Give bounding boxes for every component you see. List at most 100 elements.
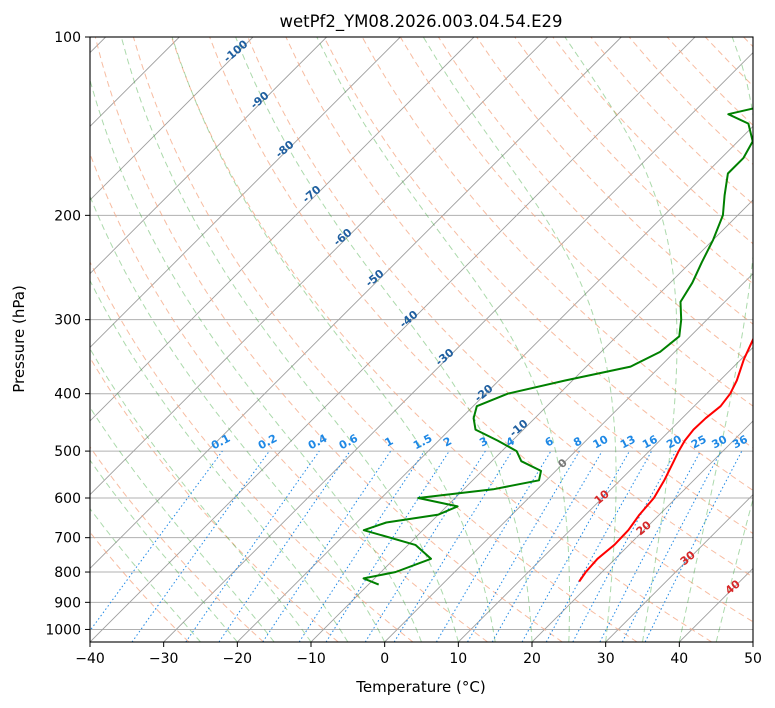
mixing-ratio-label: 25	[689, 433, 709, 452]
mixing-ratio-label: 2	[441, 434, 454, 449]
isotherm-line	[90, 37, 254, 201]
chart-title: wetPf2_YM08.2026.003.04.54.E29	[279, 12, 562, 32]
dry-adiabat-line	[323, 37, 753, 491]
mixing-ratio-line	[218, 450, 351, 642]
x-axis-ticks: −40 −30 −20 −10 0 10 20 30 40 50	[75, 642, 762, 667]
isotherm-line	[90, 37, 548, 496]
mixing-ratio-line	[467, 450, 580, 642]
dry-adiabat-line	[209, 37, 753, 623]
y-tick-label: 100	[54, 30, 81, 46]
y-tick-label: 700	[54, 531, 81, 547]
moist-adiabat-line	[422, 37, 617, 642]
dry-adiabat-line	[247, 37, 753, 578]
y-axis-title: Pressure (hPa)	[10, 285, 28, 393]
dry-adiabat-line	[90, 446, 264, 642]
mixing-ratio-label: 0.2	[256, 432, 279, 453]
moist-adiabat-line	[90, 195, 386, 642]
isotherm-label: -30	[433, 346, 457, 369]
isotherm-line	[90, 37, 696, 642]
isotherm-label: -50	[363, 267, 387, 290]
mixing-ratio-label: 0.1	[209, 432, 232, 453]
moist-adiabat-line	[316, 37, 571, 642]
isotherm-line	[90, 37, 327, 275]
dry-adiabat-line	[552, 37, 753, 245]
mixing-ratio-line	[131, 450, 270, 642]
dry-adiabat-line	[590, 37, 753, 205]
dry-adiabat-line	[514, 37, 753, 285]
mixing-ratio-line	[435, 450, 552, 642]
isotherm-line	[605, 494, 753, 642]
isotherm-line	[310, 199, 753, 642]
dry-adiabat-line	[90, 260, 414, 642]
moist-adiabat-line	[90, 347, 312, 642]
plot-frame	[89, 36, 754, 643]
mixing-ratio-label: 13	[618, 433, 638, 452]
dry-adiabat-line	[90, 356, 339, 642]
mixing-ratio-line	[185, 450, 320, 642]
mixing-ratio-label: 36	[730, 433, 750, 452]
isotherm-labels: -100-90-80-70-60-50-40-30-20-10	[221, 37, 531, 439]
mixing-ratio-line	[364, 450, 486, 642]
dry-adiabat-line	[743, 37, 753, 48]
background-lines	[90, 37, 753, 642]
moist-adiabat-line	[90, 406, 275, 642]
mixing-ratio-line	[599, 450, 701, 642]
temperature-profile-line	[578, 337, 753, 583]
mixing-ratio-label: 1	[383, 434, 396, 449]
isotherm-line	[679, 567, 753, 642]
isotherm-line	[531, 420, 753, 642]
dry-adiabat-label: 30	[678, 548, 698, 568]
dry-adiabat-line	[704, 37, 753, 87]
x-tick-label: −10	[296, 651, 326, 667]
moist-adiabat-line	[90, 78, 422, 642]
moist-adiabat-line	[564, 37, 678, 642]
x-tick-label: 50	[744, 651, 762, 667]
mixing-ratio-line	[90, 450, 223, 632]
mixing-ratio-line	[262, 450, 392, 642]
y-tick-label: 300	[54, 313, 81, 329]
mixing-ratio-label: 30	[710, 433, 730, 452]
dry-adiabat-line	[132, 37, 638, 642]
dewpoint-profile-line	[362, 107, 753, 586]
isotherm-line	[90, 37, 475, 422]
mixing-ratio-label: 0.4	[306, 432, 330, 453]
isotherm-line	[237, 125, 753, 642]
x-tick-label: 10	[449, 651, 467, 667]
mixing-ratio-line	[521, 450, 630, 642]
mixing-ratio-label: 20	[664, 433, 684, 452]
x-tick-label: −20	[223, 651, 253, 667]
y-tick-label: 400	[54, 387, 81, 403]
x-tick-label: 30	[597, 651, 615, 667]
dry-adiabat-label: 10	[592, 487, 612, 507]
x-tick-label: −40	[75, 651, 105, 667]
isotherm-label: -100	[221, 37, 251, 65]
mixing-ratio-label: 8	[571, 434, 584, 449]
x-tick-label: 0	[380, 651, 389, 667]
isotherm-line	[90, 37, 401, 348]
y-axis-ticks: 100 200 300 400 500 600 700 800 900 1000	[45, 30, 90, 638]
moist-adiabat-line	[678, 37, 753, 642]
x-tick-label: −30	[149, 651, 179, 667]
profile-series	[362, 107, 753, 586]
isotherm-line	[90, 37, 622, 569]
dry-adiabat-line	[94, 37, 563, 642]
x-axis-title: Temperature (°C)	[355, 678, 485, 696]
dry-adiabat-line	[476, 37, 753, 325]
isotherm-line	[458, 346, 753, 642]
moist-adiabat-line	[235, 37, 533, 642]
isotherm-line	[163, 52, 753, 642]
y-tick-label: 600	[54, 491, 81, 507]
dry-adiabat-line	[90, 531, 190, 642]
mixing-ratio-label: 6	[543, 434, 556, 449]
moist-adiabat-line	[171, 37, 496, 642]
x-tick-label: 40	[670, 651, 688, 667]
mixing-ratio-line	[644, 450, 743, 642]
mixing-ratio-label: 16	[640, 433, 660, 452]
mixing-ratio-line	[393, 450, 513, 642]
dry-adiabat-line	[285, 37, 753, 535]
y-tick-label: 800	[54, 565, 81, 581]
y-tick-label: 900	[54, 595, 81, 611]
mixing-ratio-line	[572, 450, 677, 642]
moist-adiabat-line	[90, 459, 238, 642]
